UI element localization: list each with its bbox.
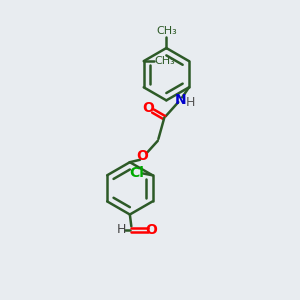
- Text: O: O: [146, 223, 158, 237]
- Text: CH₃: CH₃: [154, 56, 175, 66]
- Text: H: H: [185, 96, 195, 109]
- Text: H: H: [117, 224, 127, 236]
- Text: O: O: [142, 101, 154, 115]
- Text: CH₃: CH₃: [156, 26, 177, 36]
- Text: N: N: [175, 93, 187, 107]
- Text: Cl: Cl: [130, 167, 145, 181]
- Text: O: O: [136, 149, 148, 163]
